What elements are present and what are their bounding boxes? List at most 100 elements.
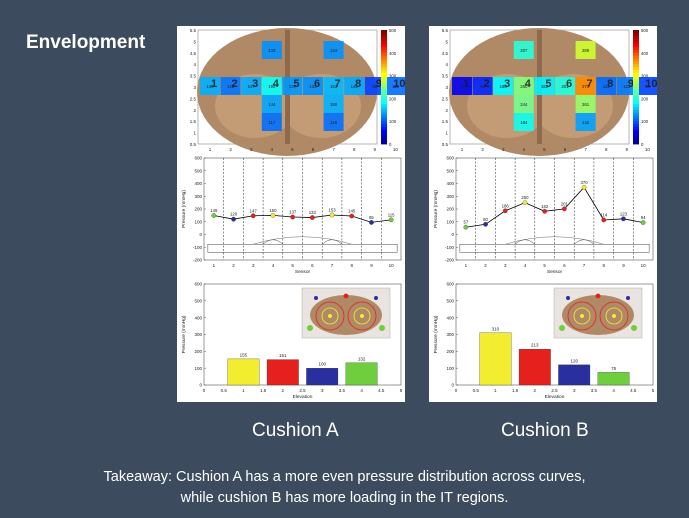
bar-chart-ylabel: Pressure (mmHg) — [181, 315, 187, 353]
heatmap-y-tick: 4.5 — [442, 51, 449, 56]
line-chart-cushion-curve-right — [574, 239, 595, 245]
bar-chart-x-tick: 5 — [652, 388, 655, 393]
colorbar-stripe — [633, 67, 639, 71]
inset-dot — [379, 325, 385, 331]
line-chart-cushion-curve-right — [322, 239, 343, 245]
heatmap-x-tick: 1 — [209, 147, 212, 152]
line-chart-y-tick: 100 — [194, 219, 202, 224]
bar-chart-y-tick: 200 — [446, 349, 454, 354]
line-chart-y-tick: 600 — [446, 156, 454, 161]
colorbar-stripe — [381, 32, 387, 37]
heatmap-y-tick: 4 — [445, 62, 448, 67]
line-chart-ylabel: Pressure (mmHg) — [181, 190, 187, 228]
colorbar-stripe — [633, 115, 639, 119]
heatmap-y-tick: 2.5 — [190, 96, 197, 101]
line-chart-y-tick: 200 — [446, 207, 454, 212]
heatmap-cell-value: 123 — [623, 84, 631, 89]
heatmap-cell — [472, 77, 493, 95]
line-chart-point — [211, 213, 217, 218]
line-chart-point — [250, 213, 256, 219]
bar-chart-x-tick: 1.5 — [512, 388, 519, 393]
heatmap-sensor-number: 9 — [628, 78, 634, 90]
colorbar-stripe — [381, 81, 387, 85]
line-chart-y-tick: 600 — [194, 156, 202, 161]
colorbar-tick: 0 — [641, 142, 644, 147]
inset-ring-left — [567, 301, 597, 331]
line-chart-x-tick: 2 — [484, 263, 487, 268]
bar-chart-y-tick: 100 — [194, 366, 202, 371]
heatmap-cell — [452, 77, 472, 95]
colorbar-stripe — [633, 121, 639, 125]
heatmap-y-tick: 5.5 — [442, 28, 449, 33]
line-chart-point — [502, 208, 508, 214]
heatmap-y-tick: 1 — [445, 131, 448, 136]
line-chart-x-tick: 6 — [311, 263, 314, 268]
bar-chart-y-tick: 500 — [194, 298, 202, 303]
line-chart-data-label: 153 — [328, 207, 336, 212]
line-chart-cushion-curve-left — [514, 239, 535, 245]
colorbar-stripe — [633, 30, 639, 34]
colorbar-stripe — [381, 104, 387, 108]
inset-ring-right-inner — [353, 307, 371, 325]
heatmap-cell-value: 147 — [248, 84, 256, 89]
colorbar-stripe — [381, 44, 387, 48]
colorbar-stripe — [633, 92, 639, 96]
colorbar-stripe — [633, 35, 639, 39]
line-chart-data-label: 94 — [641, 215, 646, 220]
line-chart-cushion-sketch — [459, 244, 650, 253]
colorbar-stripe — [381, 141, 387, 145]
colorbar-stripe — [633, 126, 639, 131]
heatmap-cell-value: 194 — [520, 120, 528, 125]
heatmap-sensor-number: 3 — [504, 78, 510, 90]
colorbar-stripe — [381, 64, 387, 68]
colorbar-stripe — [381, 126, 387, 131]
bar-chart-x-tick: 0 — [455, 388, 458, 393]
cushion-b-caption: Cushion B — [501, 420, 589, 441]
heatmap-x-tick: 9 — [626, 147, 629, 152]
line-chart-point — [581, 184, 587, 190]
heatmap-sensor-number: 5 — [293, 78, 299, 90]
colorbar-stripe — [381, 92, 387, 96]
inset-ring-left-inner — [573, 307, 591, 325]
colorbar-stripe — [633, 72, 639, 76]
heatmap-y-tick: 3.5 — [442, 74, 449, 79]
line-chart-x-tick: 10 — [389, 263, 395, 268]
heatmap-cell-value: 190 — [268, 84, 276, 89]
bar-chart-xlabel: Elevation — [545, 394, 565, 400]
takeaway-text: Takeaway: Cushion A has a more even pres… — [0, 467, 689, 509]
heatmap-cell — [513, 77, 534, 95]
cushion-a-panel: 5.5 5 4.5 4 3.5 3 2.5 2 1.5 1 0.5 149 120 147 190 137 13… — [177, 26, 405, 402]
inset-dot — [314, 296, 318, 300]
heatmap-y-tick: 5 — [445, 39, 448, 44]
line-chart-y-tick: 400 — [194, 181, 202, 186]
line-chart-cushion-sketch — [207, 244, 398, 253]
bar-chart-x-tick: 2 — [534, 388, 537, 393]
colorbar-stripe — [381, 101, 387, 105]
bar-chart-y-tick: 200 — [194, 349, 202, 354]
heatmap-cell-value: 95 — [372, 84, 377, 89]
line-chart-data-label: 120 — [230, 212, 238, 217]
line-chart-y-tick: -100 — [193, 245, 203, 250]
line-chart-y-tick: 100 — [446, 219, 454, 224]
bar-chart-data-label: 310 — [492, 326, 500, 331]
heatmap-sensor-number: 1 — [463, 78, 469, 90]
heatmap-cell — [385, 77, 405, 95]
heatmap-cell-value: 201 — [561, 84, 569, 89]
bar-chart-data-label: 120 — [570, 358, 578, 363]
bar-chart-data-label: 151 — [279, 353, 287, 358]
line-chart-point — [640, 220, 646, 225]
inset-dot — [374, 296, 378, 300]
heatmap-cell — [513, 41, 534, 59]
heatmap-x-tick: 9 — [374, 147, 377, 152]
heatmap-x-tick: 10 — [393, 147, 399, 152]
colorbar-stripe — [381, 129, 387, 133]
heatmap-x-tick: 4 — [523, 147, 526, 152]
heatmap-cell — [513, 113, 534, 131]
colorbar-stripe — [633, 132, 639, 136]
bar-chart-x-tick: 2 — [282, 388, 285, 393]
heatmap-cell-value: 250 — [520, 84, 528, 89]
heatmap-cell-value: 114 — [603, 84, 610, 89]
colorbar-stripe — [633, 87, 639, 91]
heatmap-cell-value: 186 — [500, 84, 508, 89]
heatmap-cell — [364, 77, 385, 95]
